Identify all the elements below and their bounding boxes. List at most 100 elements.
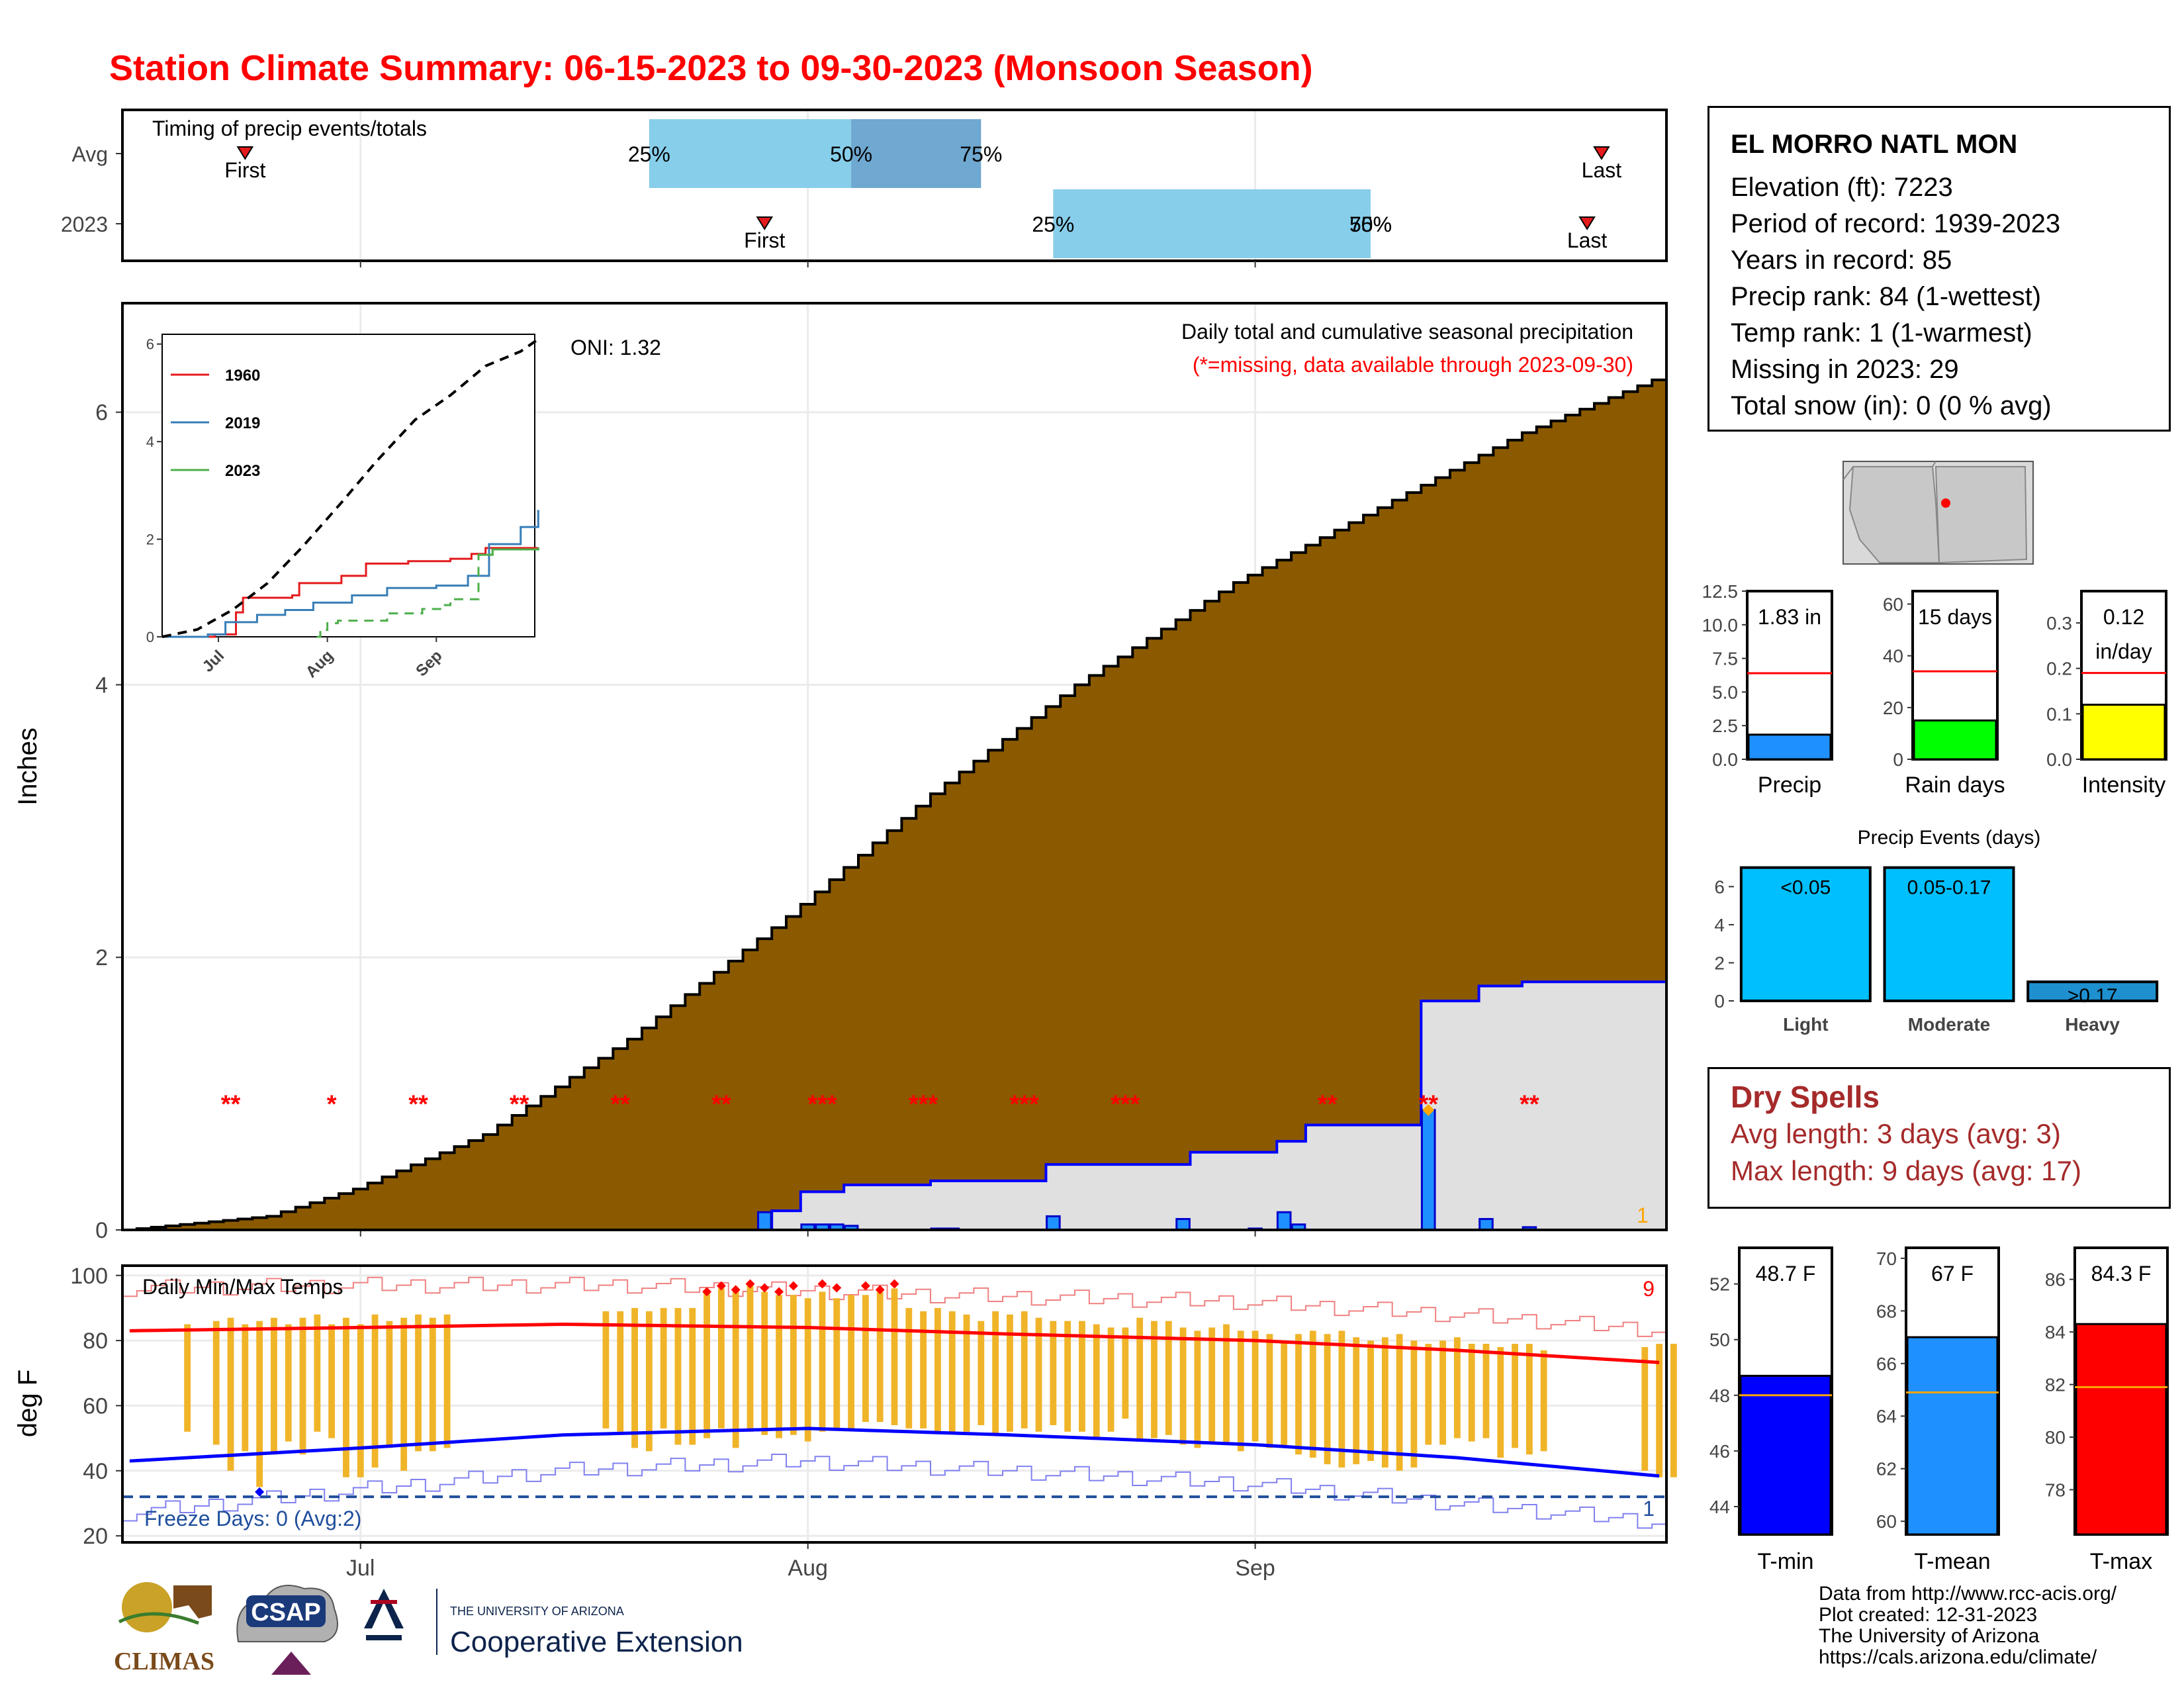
summary-ytick-label: 0.3 xyxy=(2046,613,2072,633)
missing-data-marker: ** xyxy=(1318,1090,1338,1118)
record-high-marker xyxy=(875,1285,885,1295)
daily-temp-range-bar xyxy=(371,1314,379,1468)
event-bar-label: 0.05-0.17 xyxy=(1907,877,1991,899)
summary-panel-name: Rain days xyxy=(1905,773,2005,798)
dry-spells-avg: Avg length: 3 days (avg: 3) xyxy=(1731,1118,2061,1149)
summary-panel-name: Precip xyxy=(1758,773,1821,798)
temp-summary-name: T-mean xyxy=(1914,1549,1990,1574)
summary-ytick-label: 0.0 xyxy=(1712,749,1738,770)
temp-summary-name: T-max xyxy=(2090,1549,2152,1574)
missing-data-marker: ** xyxy=(610,1090,630,1118)
daily-temp-range-bar xyxy=(1468,1344,1475,1442)
daily-temp-range-bar xyxy=(1482,1344,1490,1438)
temp-summary-ytick-label: 60 xyxy=(1876,1511,1897,1532)
record-high-marker xyxy=(731,1285,741,1295)
summary-panel-name: Intensity xyxy=(2082,773,2166,798)
daily-temp-range-bar xyxy=(1093,1324,1100,1438)
daily-temp-range-bar xyxy=(1266,1334,1273,1448)
events-title: Precip Events (days) xyxy=(1858,827,2041,849)
avg-cumulative-precip-area xyxy=(122,378,1668,1231)
station-line-elevation: Elevation (ft): 7223 xyxy=(1731,173,1953,202)
ua-small-text: THE UNIVERSITY OF ARIZONA xyxy=(450,1605,624,1618)
event-bar-label: <0.05 xyxy=(1780,877,1831,899)
temp-summary-ytick-label: 48 xyxy=(1709,1385,1730,1406)
daily-temp-range-bar xyxy=(1194,1331,1201,1448)
ua-block-a-icon xyxy=(364,1589,404,1640)
daily-temp-range-bar xyxy=(1281,1340,1288,1448)
missing-data-marker: ** xyxy=(221,1090,241,1118)
daily-temp-range-bar xyxy=(1453,1337,1461,1438)
timing-pct-label: 50% xyxy=(1349,212,1392,236)
record-high-marker xyxy=(832,1283,842,1293)
missing-data-marker: *** xyxy=(1111,1090,1140,1118)
summary-value-label: 1.83 in xyxy=(1758,605,1821,629)
daily-temp-range-bar xyxy=(645,1311,653,1452)
daily-temp-range-bar xyxy=(1021,1311,1028,1429)
event-bar-light xyxy=(1739,866,1872,1002)
daily-temp-range-bar xyxy=(285,1324,292,1442)
avg-min-temp-line xyxy=(129,1427,1660,1478)
temp-summary-value-label: 48.7 F xyxy=(1756,1262,1816,1286)
daily-temp-range-bar xyxy=(1425,1344,1432,1445)
daily-temp-range-bar xyxy=(602,1311,610,1429)
temp-summary-ytick-label: 44 xyxy=(1709,1497,1730,1517)
credits: Data from http://www.rcc-acis.org/ Plot … xyxy=(1819,1583,2116,1668)
record-high-marker xyxy=(716,1281,726,1291)
daily-temp-range-bar xyxy=(1540,1350,1547,1452)
daily-temp-range-bar xyxy=(1035,1317,1042,1432)
ua-big-text: Cooperative Extension xyxy=(450,1626,743,1658)
daily-temp-range-bar xyxy=(747,1285,754,1432)
daily-temp-range-bar xyxy=(704,1291,710,1438)
daily-temp-range-bar xyxy=(804,1298,811,1442)
daily-temp-range-bar xyxy=(1439,1340,1446,1445)
inset-ytick-label: 2 xyxy=(146,532,154,548)
timing-pct-label: 75% xyxy=(960,142,1002,166)
timing-title: Timing of precip events/totals xyxy=(152,117,427,140)
daily-temp-range-bar xyxy=(400,1317,408,1471)
inset-series-average xyxy=(161,338,539,638)
daily-precip-bar xyxy=(1046,1215,1061,1231)
credit-line-created: Plot created: 12-31-2023 xyxy=(1819,1604,2038,1626)
daily-temp-range-bar xyxy=(660,1307,667,1429)
inset-series-2019 xyxy=(162,510,539,638)
max-daily-precip-marker xyxy=(1422,1103,1435,1116)
csap-text: CSAP xyxy=(251,1599,321,1626)
temp-summary-ytick-label: 64 xyxy=(1876,1406,1897,1427)
page-title: Station Climate Summary: 06-15-2023 to 0… xyxy=(109,48,1313,88)
daily-temp-range-bar xyxy=(631,1307,638,1448)
daily-temp-range-bar xyxy=(1396,1334,1403,1471)
summary-bar-1 xyxy=(1913,719,1997,761)
record-high-marker xyxy=(889,1279,899,1289)
precip-ytick-label: 6 xyxy=(95,400,108,426)
temp-xtick-label: Aug xyxy=(788,1556,828,1581)
climas-swoosh-icon xyxy=(118,1612,199,1625)
temp-ytick-label: 80 xyxy=(83,1329,108,1354)
timing-first-marker xyxy=(236,146,254,160)
daily-temp-range-bar xyxy=(1064,1321,1071,1432)
summary-value-label: 15 days xyxy=(1918,605,1992,629)
temp-summary-ytick-label: 86 xyxy=(2045,1270,2066,1290)
daily-temp-range-bar xyxy=(948,1311,956,1432)
daily-temp-range-bar xyxy=(963,1314,970,1432)
event-bar-label: >0.17 xyxy=(2068,985,2118,1007)
daily-temp-range-bar xyxy=(1007,1314,1013,1432)
temp-summary-bar-1 xyxy=(1906,1336,1999,1536)
daily-temp-range-bar xyxy=(1512,1344,1518,1448)
timing-pct-label: 50% xyxy=(830,142,872,166)
event-bar-heavy xyxy=(2026,980,2159,1003)
daily-temp-range-bar xyxy=(689,1307,696,1445)
credit-line-university: The University of Arizona xyxy=(1819,1625,2040,1647)
temp-ylabel: deg F xyxy=(13,1370,42,1437)
climas-logo xyxy=(118,1582,212,1632)
inset-series-2023-solid xyxy=(478,547,539,556)
climas-text: CLIMAS xyxy=(114,1648,214,1675)
events-ytick-label: 6 xyxy=(1714,876,1725,897)
missing-data-marker: *** xyxy=(1010,1090,1040,1118)
daily-temp-range-bar xyxy=(891,1288,898,1425)
temp-summary-ytick-label: 62 xyxy=(1876,1459,1897,1479)
station-line-period: Period of record: 1939-2023 xyxy=(1731,209,2061,238)
daily-temp-range-bar xyxy=(848,1295,854,1429)
timing-panel-border xyxy=(121,109,1668,262)
summary-ytick-label: 0 xyxy=(1893,749,1903,770)
timing-row-label: Avg xyxy=(71,142,108,166)
